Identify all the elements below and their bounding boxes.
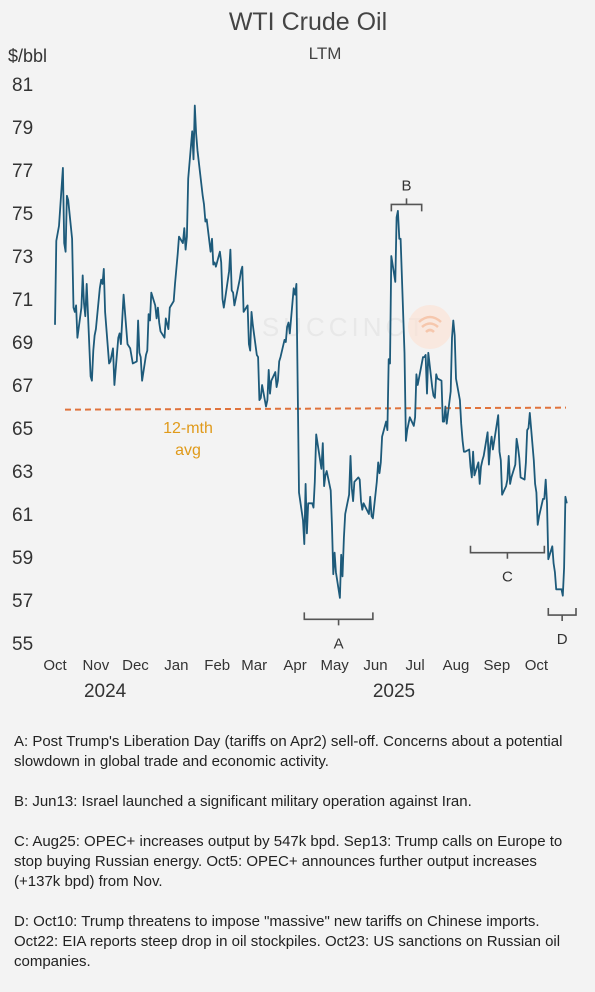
note-a: A: Post Trump's Liberation Day (tariffs …	[14, 733, 563, 770]
x-tick-label: Aug	[443, 657, 470, 674]
note-b: B: Jun13: Israel launched a significant …	[14, 793, 472, 810]
y-tick-label: 75	[12, 204, 33, 225]
x-tick-label: Mar	[241, 657, 267, 674]
twelve-month-average-line	[64, 406, 567, 411]
chart-title: WTI Crude Oil	[229, 8, 387, 36]
annotation-bracket	[303, 612, 374, 626]
annotation-b: B	[390, 177, 423, 212]
annotation-c: C	[469, 545, 546, 586]
y-axis-unit-label: $/bbl	[8, 46, 47, 66]
x-tick-label: Oct	[525, 657, 549, 674]
annotation-d: D	[547, 608, 577, 648]
y-tick-label: 55	[12, 634, 33, 655]
y-tick-label: 57	[12, 591, 33, 612]
x-tick-label: Dec	[122, 657, 149, 674]
year-label: 2025	[373, 681, 415, 702]
x-axis-ticks: Oct Nov Dec Jan Feb Mar Apr May Jun Jul Aug Sep Oct	[43, 657, 549, 674]
wti-price-series-line	[54, 104, 568, 599]
x-tick-label: Feb	[204, 657, 230, 674]
y-tick-label: 73	[12, 247, 33, 268]
average-label-line-2: avg	[175, 442, 201, 459]
annotation-bracket	[547, 608, 577, 622]
x-tick-label: Nov	[83, 657, 110, 674]
event-notes: A: Post Trump's Liberation Day (tariffs …	[14, 732, 586, 992]
chart-subtitle: LTM	[309, 44, 342, 63]
annotation-label: C	[502, 569, 513, 586]
annotation-label: A	[334, 635, 344, 652]
x-tick-label: Apr	[283, 657, 306, 674]
x-tick-label: Oct	[43, 657, 67, 674]
annotation-bracket	[390, 198, 423, 212]
y-tick-label: 59	[12, 548, 33, 569]
annotation-bracket	[469, 545, 546, 559]
x-tick-label: Jul	[405, 657, 424, 674]
y-tick-label: 71	[12, 290, 33, 311]
note-c: C: Aug25: OPEC+ increases output by 547k…	[14, 833, 563, 890]
year-labels: 2024 2025	[84, 681, 415, 702]
y-axis-ticks: 81 79 77 75 73 71 69 67 65 63 61 59 57 55	[12, 75, 33, 655]
y-tick-label: 81	[12, 75, 33, 96]
x-tick-label: Jan	[164, 657, 188, 674]
x-tick-label: May	[320, 657, 349, 674]
y-tick-label: 63	[12, 462, 33, 483]
y-tick-label: 79	[12, 118, 33, 139]
annotation-a: A	[303, 612, 374, 652]
year-label: 2024	[84, 681, 127, 702]
x-tick-label: Jun	[363, 657, 387, 674]
y-tick-label: 61	[12, 505, 33, 526]
wti-crude-oil-chart: WTI Crude Oil LTM $/bbl SUCCINCT 8179777…	[8, 8, 577, 702]
y-tick-label: 67	[12, 376, 33, 397]
note-d: D: Oct10: Trump threatens to impose "mas…	[14, 913, 561, 970]
y-tick-label: 77	[12, 161, 33, 182]
annotation-label: D	[557, 631, 568, 648]
twelve-month-average: 12-mth avg	[64, 406, 567, 459]
annotation-label: B	[402, 177, 412, 194]
event-annotations: A B C D	[303, 177, 577, 652]
y-tick-label: 65	[12, 419, 33, 440]
average-label-line-1: 12-mth	[163, 420, 213, 437]
y-tick-label: 69	[12, 333, 33, 354]
watermark-logo-icon	[408, 305, 452, 349]
x-tick-label: Sep	[484, 657, 511, 674]
